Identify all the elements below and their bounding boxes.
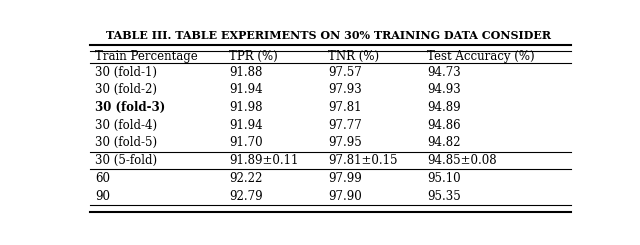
Text: 97.99: 97.99: [328, 172, 362, 185]
Text: 94.85±0.08: 94.85±0.08: [428, 154, 497, 167]
Text: 91.89±0.11: 91.89±0.11: [229, 154, 298, 167]
Text: 97.93: 97.93: [328, 83, 362, 96]
Text: 60: 60: [95, 172, 110, 185]
Text: 97.81±0.15: 97.81±0.15: [328, 154, 397, 167]
Text: 92.79: 92.79: [229, 189, 262, 203]
Text: 94.89: 94.89: [428, 101, 461, 114]
Text: 97.77: 97.77: [328, 119, 362, 132]
Text: 30 (fold-2): 30 (fold-2): [95, 83, 157, 96]
Text: 95.35: 95.35: [428, 189, 461, 203]
Text: 97.95: 97.95: [328, 136, 362, 149]
Text: 91.70: 91.70: [229, 136, 262, 149]
Text: 94.82: 94.82: [428, 136, 461, 149]
Text: Train Percentage: Train Percentage: [95, 50, 198, 63]
Text: 30 (fold-4): 30 (fold-4): [95, 119, 157, 132]
Text: 90: 90: [95, 189, 110, 203]
Text: 97.81: 97.81: [328, 101, 362, 114]
Text: TABLE III. TABLE EXPERIMENTS ON 30% TRAINING DATA CONSIDER: TABLE III. TABLE EXPERIMENTS ON 30% TRAI…: [106, 30, 550, 41]
Text: 94.73: 94.73: [428, 66, 461, 79]
Text: 95.10: 95.10: [428, 172, 461, 185]
Text: 91.98: 91.98: [229, 101, 262, 114]
Text: 92.22: 92.22: [229, 172, 262, 185]
Text: Test Accuracy (%): Test Accuracy (%): [428, 50, 535, 63]
Text: 30 (fold-3): 30 (fold-3): [95, 101, 165, 114]
Text: TPR (%): TPR (%): [229, 50, 278, 63]
Text: 30 (5-fold): 30 (5-fold): [95, 154, 157, 167]
Text: 97.57: 97.57: [328, 66, 362, 79]
Text: 91.88: 91.88: [229, 66, 262, 79]
Text: 91.94: 91.94: [229, 83, 262, 96]
Text: 91.94: 91.94: [229, 119, 262, 132]
Text: 94.93: 94.93: [428, 83, 461, 96]
Text: 94.86: 94.86: [428, 119, 461, 132]
Text: 30 (fold-5): 30 (fold-5): [95, 136, 157, 149]
Text: 97.90: 97.90: [328, 189, 362, 203]
Text: TNR (%): TNR (%): [328, 50, 379, 63]
Text: 30 (fold-1): 30 (fold-1): [95, 66, 157, 79]
